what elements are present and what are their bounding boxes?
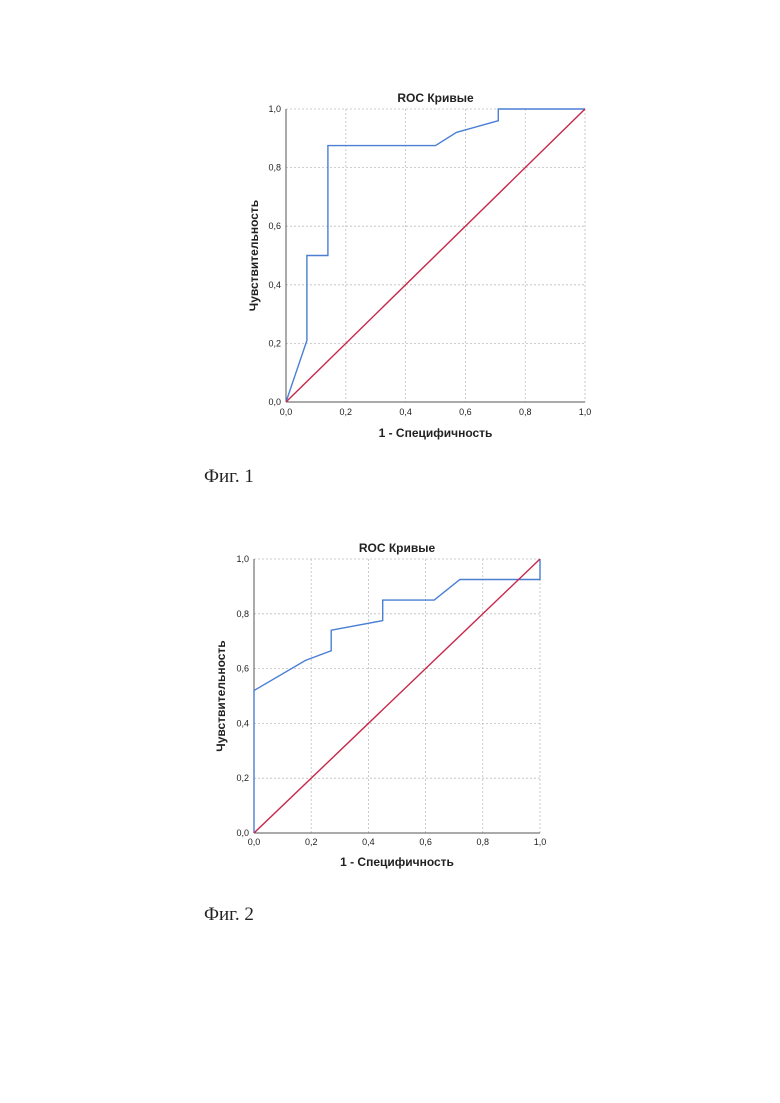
- y-tick-label: 0,2: [236, 773, 249, 783]
- y-tick-label: 0,2: [268, 338, 281, 348]
- roc-plot-1: 0,0 0,2 0,4 0,6 0,8 1,0 0,0 0,2 0,4 0,6 0,8 1,0 ROC …: [247, 91, 591, 440]
- roc-plot-2: 0,0 0,2 0,4 0,6 0,8 1,0 0,0 0,2 0,4 0,6 0,8 1,0 ROC …: [214, 541, 546, 869]
- figure-caption-1: Фиг. 1: [204, 466, 254, 488]
- x-tick-label: 0,0: [280, 407, 293, 417]
- roc-curve-line: [286, 109, 585, 402]
- x-tick-label: 1,0: [534, 837, 547, 847]
- figure-caption-2: Фиг. 2: [204, 904, 254, 926]
- y-axis-label: Чувствительность: [247, 200, 261, 311]
- y-tick-label: 0,0: [268, 397, 281, 407]
- y-tick-label: 0,8: [236, 609, 249, 619]
- x-tick-label: 1,0: [579, 407, 592, 417]
- x-tick-label: 0,4: [399, 407, 412, 417]
- x-tick-label: 0,2: [305, 837, 318, 847]
- chart-title: ROC Кривые: [359, 541, 436, 555]
- reference-diagonal-line: [286, 109, 585, 402]
- y-tick-label: 1,0: [268, 104, 281, 114]
- x-tick-label: 0,6: [419, 837, 432, 847]
- y-tick-label: 0,4: [236, 718, 249, 728]
- y-tick-label: 0,0: [236, 828, 249, 838]
- y-tick-label: 0,6: [268, 221, 281, 231]
- x-tick-label: 0,4: [362, 837, 375, 847]
- roc-curve-line: [254, 559, 540, 833]
- x-tick-label: 0,8: [519, 407, 532, 417]
- y-tick-label: 1,0: [236, 554, 249, 564]
- x-tick-label: 0,0: [248, 837, 261, 847]
- reference-diagonal-line: [254, 559, 540, 833]
- chart-title: ROC Кривые: [397, 91, 474, 105]
- y-tick-label: 0,8: [268, 163, 281, 173]
- y-axis-label: Чувствительность: [214, 640, 228, 751]
- x-axis-label: 1 - Специфичность: [379, 426, 493, 440]
- y-tick-label: 0,4: [268, 280, 281, 290]
- x-tick-label: 0,6: [459, 407, 472, 417]
- x-axis-label: 1 - Специфичность: [340, 855, 454, 869]
- x-tick-label: 0,8: [477, 837, 490, 847]
- y-tick-label: 0,6: [236, 664, 249, 674]
- x-tick-label: 0,2: [340, 407, 353, 417]
